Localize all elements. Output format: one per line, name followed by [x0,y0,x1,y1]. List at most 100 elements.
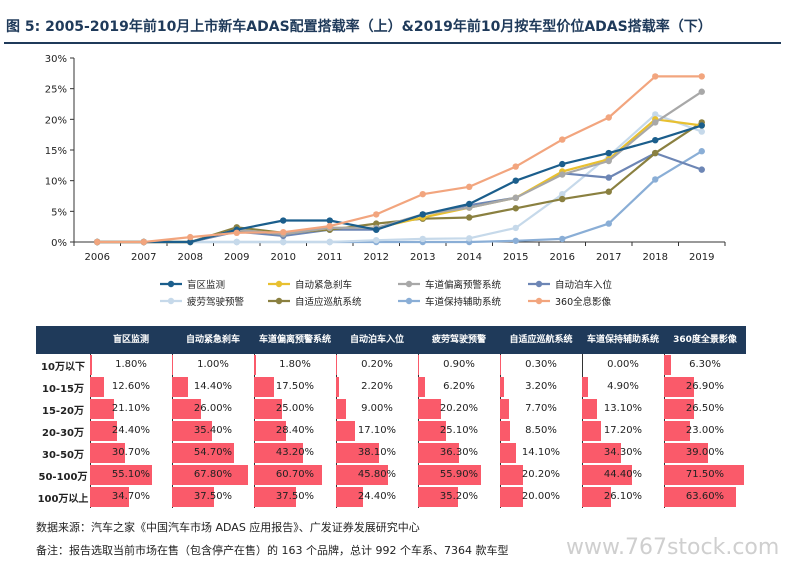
watermark: www.767stock.com [566,535,780,560]
cell-bar-wrap: 3.20% [500,377,582,397]
cell-bar-wrap: 17.20% [582,421,664,441]
value-bar [664,355,672,375]
series-point-7 [419,190,426,198]
table-cell: 39.00% [664,442,746,464]
value-label: 63.60% [685,491,725,502]
series-point-0 [512,177,519,184]
x-tick-label: 2011 [317,252,342,263]
table-cell: 36.30% [418,442,500,464]
row-label: 10万以下 [41,361,85,373]
cell-bar-wrap: 6.30% [664,355,746,375]
value-bar [172,421,212,441]
cell-bar-wrap: 9.00% [336,399,418,419]
value-bar [418,443,459,463]
table-cell: 1.80% [254,354,336,376]
cell-bar-wrap: 63.60% [664,487,746,507]
value-label: 3.20% [525,381,557,392]
legend-label: 自适应巡航系统 [295,296,362,308]
table-cell: 0.30% [500,354,582,376]
series-point-7 [512,163,519,170]
y-tick-label: 5% [51,207,67,218]
y-tick-label: 15% [45,146,67,157]
cell-bar-wrap: 6.20% [418,377,500,397]
cell-bar-wrap: 45.80% [336,465,418,485]
table-cell: 17.50% [254,376,336,398]
value-bar [418,377,425,397]
cell-bar-wrap: 12.60% [90,377,172,397]
table-row: 10万以下 1.80% 1.00% 1.80% 0.20% 0.90% 0.30% 0.00%… [36,354,746,376]
value-label: 34.70% [111,491,151,502]
cell-bar-wrap: 38.10% [336,443,418,463]
value-label: 4.90% [607,381,639,392]
legend-swatch-marker [167,297,175,305]
title-rule [4,42,781,44]
cell-bar-wrap: 7.70% [500,399,582,419]
value-label: 0.20% [361,359,393,370]
cell-axis-line [336,354,337,376]
value-label: 36.30% [439,447,479,458]
series-point-7 [140,238,147,246]
value-label: 26.90% [685,381,725,392]
series-point-7 [698,73,705,80]
series-point-2 [698,88,705,95]
value-label: 35.20% [439,491,479,502]
value-bar [336,443,379,463]
table-cell: 24.40% [90,420,172,442]
cell-bar-wrap: 28.40% [254,421,336,441]
series-point-0 [559,160,566,168]
value-label: 34.30% [603,447,643,458]
y-tick-label: 20% [45,115,67,126]
value-bar [582,421,602,441]
series-point-0 [280,217,287,224]
series-point-4 [233,238,240,246]
cell-bar-wrap: 24.40% [336,487,418,507]
series-point-7 [605,114,612,121]
x-tick-label: 2006 [85,252,110,263]
series-point-7 [94,238,101,246]
value-bar [418,421,447,441]
cell-bar-wrap: 35.20% [418,487,500,507]
value-bar [90,377,105,397]
cell-bar-wrap: 26.00% [172,399,254,419]
value-label: 1.00% [197,359,229,370]
row-label: 100万以上 [37,493,89,505]
cell-bar-wrap: 23.00% [664,421,746,441]
value-bar [172,465,249,485]
series-point-4 [280,238,287,246]
cell-bar-wrap: 17.10% [336,421,418,441]
table-cell: 35.20% [418,486,500,508]
row-label: 50-100万 [38,471,88,483]
value-label: 1.80% [115,359,147,370]
table-cell: 26.00% [172,398,254,420]
series-point-6 [698,148,705,155]
value-bar [582,443,621,463]
series-point-7 [559,136,566,143]
cell-bar-wrap: 20.00% [500,487,582,507]
table-cell: 26.10% [582,486,664,508]
table-cell: 37.50% [254,486,336,508]
value-label: 26.50% [685,403,725,414]
value-bar [172,487,215,507]
legend-swatch-marker [535,297,543,305]
series-point-4 [512,224,519,232]
value-label: 17.20% [603,425,643,436]
y-tick-label: 25% [45,85,67,96]
table-cell: 21.10% [90,398,172,420]
value-bar [582,399,597,419]
series-point-4 [326,238,333,246]
row-label: 10-15万 [42,383,84,395]
series-point-4 [652,111,659,118]
value-bar [336,487,364,507]
legend-swatch-marker [405,280,413,288]
value-label: 54.70% [193,447,233,458]
table-cell: 43.20% [254,442,336,464]
cell-bar-wrap: 37.50% [254,487,336,507]
value-bar [172,377,189,397]
value-label: 20.20% [439,403,479,414]
table-cell: 25.10% [418,420,500,442]
legend-swatch-marker [275,297,283,305]
line-chart: 0% 5% 10% 15% 20% 25% 30% 2006 2007 2008 2009 2010 2… [45,54,726,308]
cell-bar-wrap: 0.00% [582,355,664,375]
series-point-2 [512,194,519,202]
table-cell: 24.40% [336,486,418,508]
